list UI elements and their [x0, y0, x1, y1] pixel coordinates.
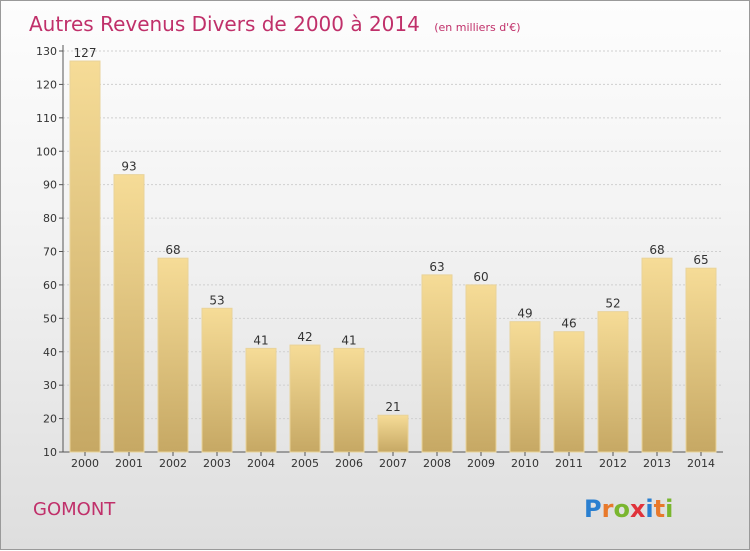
bar-2003 [201, 307, 233, 453]
value-label-2014: 65 [693, 253, 708, 267]
logo-letter: x [630, 495, 646, 523]
bar-2012 [597, 311, 629, 453]
logo-letter: r [602, 495, 614, 523]
value-label-2003: 53 [209, 293, 224, 307]
x-tick-label-2012: 2012 [599, 457, 627, 470]
bar-2006 [333, 347, 365, 453]
x-tick-label-2014: 2014 [687, 457, 715, 470]
logo-letter: t [654, 495, 665, 523]
x-tick-label-2003: 2003 [203, 457, 231, 470]
value-label-2002: 68 [165, 243, 180, 257]
x-tick-label-2007: 2007 [379, 457, 407, 470]
value-label-2005: 42 [297, 330, 312, 344]
y-tick-label: 110 [36, 112, 57, 125]
proxiti-logo: Proxiti [584, 495, 673, 523]
x-tick-labels: 2000 2001 2002 2003 2004 2005 2006 2007 2008 2009… [71, 452, 715, 470]
value-label-2011: 46 [561, 317, 576, 331]
chart-title-text: Autres Revenus Divers de 2000 à 2014 [29, 12, 420, 36]
logo-letter: o [613, 495, 630, 523]
value-label-2004: 41 [253, 333, 268, 347]
bar-2009 [465, 284, 497, 453]
bar-2010 [509, 321, 541, 453]
value-label-2009: 60 [473, 270, 488, 284]
chart-unit-note: (en milliers d'€) [434, 21, 520, 34]
y-tick-label: 70 [43, 246, 57, 259]
y-tick-label: 130 [36, 45, 57, 58]
bar-2013 [641, 257, 673, 453]
bar-2004 [245, 347, 277, 453]
y-tick-label: 100 [36, 145, 57, 158]
logo-letter: i [645, 495, 653, 523]
value-label-2010: 49 [517, 307, 532, 321]
x-tick-label-2002: 2002 [159, 457, 187, 470]
y-tick-label: 30 [43, 379, 57, 392]
bar-2002 [157, 257, 189, 453]
logo-letter: i [665, 495, 673, 523]
bar-2008 [421, 274, 453, 453]
y-tick-label: 90 [43, 179, 57, 192]
x-tick-label-2001: 2001 [115, 457, 143, 470]
x-tick-label-2008: 2008 [423, 457, 451, 470]
y-tick-label: 40 [43, 346, 57, 359]
place-name: GOMONT [33, 499, 116, 520]
logo-letter: P [584, 495, 602, 523]
y-tick-label: 80 [43, 212, 57, 225]
bars [69, 60, 717, 453]
x-tick-label-2000: 2000 [71, 457, 99, 470]
x-tick-label-2006: 2006 [335, 457, 363, 470]
x-tick-label-2011: 2011 [555, 457, 583, 470]
bar-2007 [377, 414, 409, 453]
value-label-2007: 21 [385, 400, 400, 414]
bar-2005 [289, 344, 321, 453]
bar-2014 [685, 267, 717, 453]
value-label-2000: 127 [74, 46, 97, 60]
x-tick-label-2009: 2009 [467, 457, 495, 470]
y-tick-label: 120 [36, 78, 57, 91]
value-label-2001: 93 [121, 160, 136, 174]
value-label-2008: 63 [429, 260, 444, 274]
bar-2001 [113, 174, 145, 453]
y-tick-label: 10 [43, 446, 57, 459]
y-tick-label: 50 [43, 312, 57, 325]
value-label-2013: 68 [649, 243, 664, 257]
y-tick-label: 20 [43, 413, 57, 426]
x-tick-label-2013: 2013 [643, 457, 671, 470]
y-tick-label: 60 [43, 279, 57, 292]
value-label-2012: 52 [605, 297, 620, 311]
y-tick-labels: 10 20 30 40 50 60 70 80 90 100 110 120 130 [36, 45, 57, 459]
x-tick-label-2005: 2005 [291, 457, 319, 470]
x-tick-label-2004: 2004 [247, 457, 275, 470]
value-label-2006: 41 [341, 333, 356, 347]
x-tick-label-2010: 2010 [511, 457, 539, 470]
chart-title: Autres Revenus Divers de 2000 à 2014 (en… [29, 12, 521, 36]
value-labels: 127 93 68 53 41 42 41 21 63 60 49 46 52 68 65 [74, 46, 709, 414]
bar-2000 [69, 60, 101, 453]
bar-2011 [553, 331, 585, 453]
